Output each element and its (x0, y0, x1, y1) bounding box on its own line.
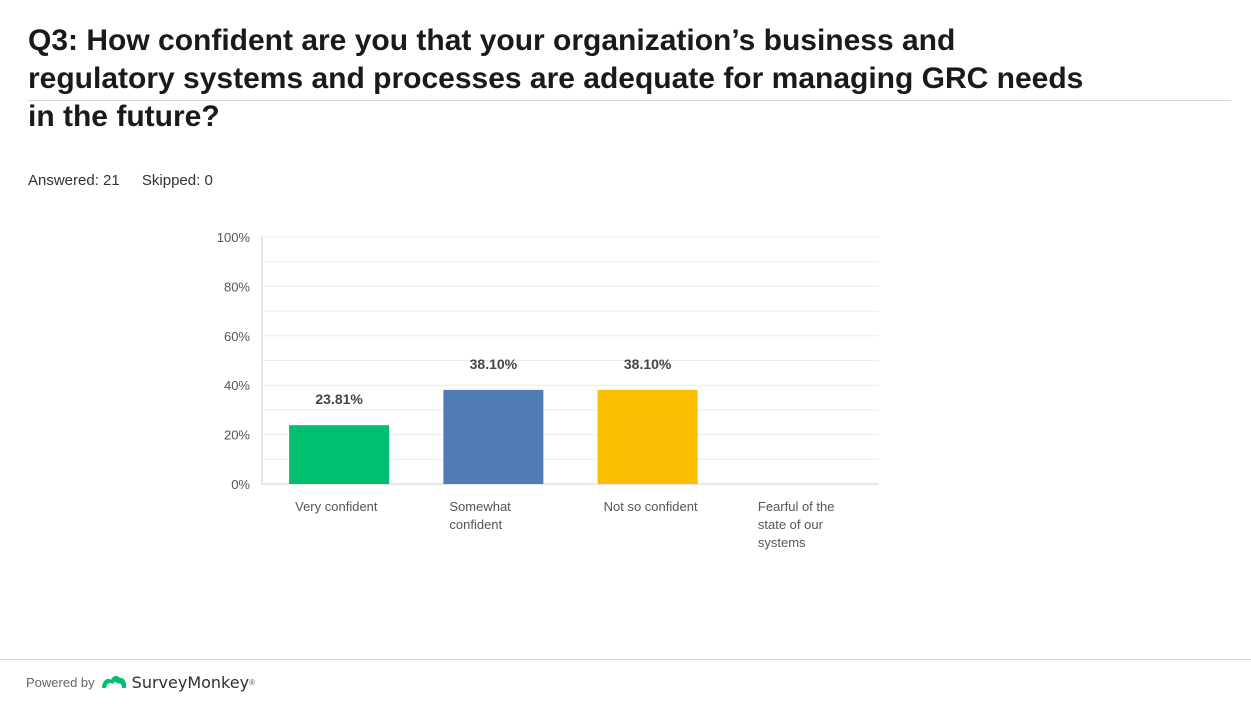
x-tick-label: Very confident (295, 499, 378, 514)
surveymonkey-logo-icon (101, 675, 126, 688)
chart-bars (289, 389, 698, 484)
brand[interactable]: SurveyMonkey ® (99, 672, 255, 692)
data-label: 23.81% (315, 391, 363, 407)
y-tick-label: 60% (224, 329, 250, 344)
trademark-mark: ® (249, 677, 255, 687)
bar-chart: 0% 20% 40% 60% 80% 100% 23.81% 38.10% 38.10% Ve… (217, 230, 879, 550)
footer-divider (0, 659, 1251, 660)
x-tick-label: Not so confident (604, 499, 698, 514)
response-stats: Answered: 21 Skipped: 0 (28, 172, 231, 189)
value-labels: 23.81% 38.10% 38.10% (315, 356, 672, 407)
y-tick-label: 40% (224, 378, 250, 393)
y-tick-label: 100% (217, 230, 251, 245)
title-divider (28, 100, 1231, 101)
bar (597, 389, 698, 484)
bar (443, 389, 544, 484)
y-tick-label: 0% (231, 477, 250, 492)
brand-name: SurveyMonkey (131, 672, 250, 692)
powered-by-label: Powered by (26, 674, 95, 690)
x-axis-labels: Very confident Somewhat confident Not so co… (295, 499, 834, 550)
x-tick-label: Fearful of the state of our systems (758, 499, 835, 550)
footer: Powered by SurveyMonkey ® (26, 672, 255, 692)
y-tick-label: 80% (224, 279, 250, 294)
bar (289, 425, 390, 484)
chart-gridlines (262, 236, 879, 460)
answered-count: Answered: 21 (28, 172, 120, 189)
y-tick-label: 20% (224, 428, 250, 443)
question-title: Q3: How confident are you that your orga… (28, 24, 1084, 133)
data-label: 38.10% (470, 356, 518, 372)
data-label: 38.10% (624, 356, 672, 372)
skipped-count: Skipped: 0 (141, 172, 213, 189)
x-tick-label: Somewhat confident (449, 499, 511, 532)
